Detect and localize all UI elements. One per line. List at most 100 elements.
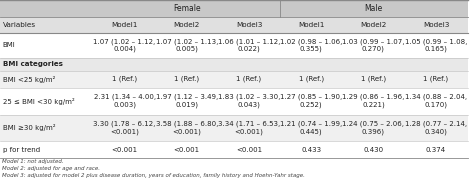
Text: Variables: Variables — [3, 22, 36, 28]
Text: BMI ≥30 kg/m²: BMI ≥30 kg/m² — [3, 124, 55, 131]
Text: 25 ≤ BMI <30 kg/m²: 25 ≤ BMI <30 kg/m² — [3, 98, 74, 105]
Bar — [342, 88, 404, 114]
Text: 1.21 (0.74 – 1.99,
0.445): 1.21 (0.74 – 1.99, 0.445) — [280, 121, 342, 135]
Text: 0.433: 0.433 — [301, 147, 321, 153]
Bar — [93, 17, 156, 33]
Text: 1.27 (0.85 – 1.90,
0.252): 1.27 (0.85 – 1.90, 0.252) — [280, 94, 342, 108]
Bar — [404, 114, 468, 141]
Text: Male: Male — [365, 4, 383, 13]
Bar — [156, 114, 218, 141]
Text: Model3: Model3 — [423, 22, 449, 28]
Text: 1.24 (0.75 – 2.06,
0.396): 1.24 (0.75 – 2.06, 0.396) — [342, 121, 404, 135]
Bar — [156, 58, 218, 71]
Text: 3.30 (1.78 – 6.12,
<0.001): 3.30 (1.78 – 6.12, <0.001) — [93, 121, 156, 135]
Bar — [342, 114, 404, 141]
Bar — [218, 114, 280, 141]
Bar — [280, 88, 342, 114]
Text: 1.28 (0.77 – 2.14,
0.340): 1.28 (0.77 – 2.14, 0.340) — [405, 121, 467, 135]
Bar — [342, 71, 404, 88]
Text: BMI <25 kg/m²: BMI <25 kg/m² — [3, 76, 55, 83]
Text: 1.07 (1.02 – 1.12,
0.004): 1.07 (1.02 – 1.12, 0.004) — [93, 38, 156, 52]
Text: Model1: Model1 — [111, 22, 138, 28]
Text: 1 (Ref.): 1 (Ref.) — [299, 76, 324, 82]
Bar — [93, 58, 156, 71]
Text: <0.001: <0.001 — [174, 147, 200, 153]
Bar — [93, 0, 280, 17]
Bar — [280, 114, 342, 141]
Bar — [280, 71, 342, 88]
Bar — [156, 17, 218, 33]
Bar — [280, 33, 342, 58]
Text: BMI: BMI — [3, 42, 16, 48]
Text: BMI categories: BMI categories — [3, 61, 63, 67]
Bar — [218, 33, 280, 58]
Bar — [0, 88, 93, 114]
Text: 3.58 (1.88 – 6.80,
<0.001): 3.58 (1.88 – 6.80, <0.001) — [155, 121, 218, 135]
Text: 3.34 (1.71 – 6.53,
<0.001): 3.34 (1.71 – 6.53, <0.001) — [218, 121, 280, 135]
Text: Model2: Model2 — [360, 22, 387, 28]
Text: 1 (Ref.): 1 (Ref.) — [174, 76, 200, 82]
Text: 1.06 (1.01 – 1.12,
0.022): 1.06 (1.01 – 1.12, 0.022) — [218, 38, 280, 52]
Text: 0.430: 0.430 — [364, 147, 383, 153]
Text: 1 (Ref.): 1 (Ref.) — [112, 76, 137, 82]
Bar — [342, 141, 404, 158]
Bar — [0, 0, 93, 17]
Text: Model 2: adjusted for age and race.: Model 2: adjusted for age and race. — [2, 166, 100, 171]
Text: 1.02 (0.98 – 1.06,
0.355): 1.02 (0.98 – 1.06, 0.355) — [280, 38, 342, 52]
Bar — [404, 141, 468, 158]
Text: Model2: Model2 — [173, 22, 200, 28]
Bar — [156, 71, 218, 88]
Bar — [0, 71, 93, 88]
Bar — [156, 141, 218, 158]
Bar — [280, 0, 468, 17]
Text: 1.34 (0.88 – 2.04,
0.170): 1.34 (0.88 – 2.04, 0.170) — [405, 94, 467, 108]
Text: Model 1: not adjusted.: Model 1: not adjusted. — [2, 159, 64, 164]
Text: 0.374: 0.374 — [426, 147, 446, 153]
Bar — [342, 17, 404, 33]
Bar — [342, 33, 404, 58]
Text: Model1: Model1 — [298, 22, 324, 28]
Text: p for trend: p for trend — [3, 147, 40, 153]
Bar — [218, 71, 280, 88]
Bar — [404, 17, 468, 33]
Bar — [342, 58, 404, 71]
Bar — [0, 17, 93, 33]
Bar — [0, 114, 93, 141]
Text: 1.29 (0.86 – 1.96,
0.221): 1.29 (0.86 – 1.96, 0.221) — [342, 94, 405, 108]
Bar — [404, 58, 468, 71]
Bar — [280, 17, 342, 33]
Bar — [218, 88, 280, 114]
Text: 1.05 (0.99 – 1.08,
0.165): 1.05 (0.99 – 1.08, 0.165) — [405, 38, 467, 52]
Text: Model 3: adjusted for model 2 plus disease duration, years of education, family : Model 3: adjusted for model 2 plus disea… — [2, 173, 305, 178]
Text: 1.07 (1.02 – 1.13,
0.005): 1.07 (1.02 – 1.13, 0.005) — [155, 38, 218, 52]
Bar — [280, 58, 342, 71]
Text: Model3: Model3 — [236, 22, 262, 28]
Bar — [0, 58, 93, 71]
Bar — [404, 71, 468, 88]
Text: <0.001: <0.001 — [236, 147, 262, 153]
Text: 1.97 (1.12 – 3.49,
0.019): 1.97 (1.12 – 3.49, 0.019) — [155, 94, 218, 108]
Bar — [93, 114, 156, 141]
Text: 1 (Ref.): 1 (Ref.) — [423, 76, 448, 82]
Text: 1.83 (1.02 – 3.30,
0.043): 1.83 (1.02 – 3.30, 0.043) — [218, 94, 280, 108]
Text: 1 (Ref.): 1 (Ref.) — [237, 76, 262, 82]
Text: <0.001: <0.001 — [111, 147, 137, 153]
Bar — [218, 58, 280, 71]
Bar — [156, 33, 218, 58]
Bar — [156, 88, 218, 114]
Bar — [0, 141, 93, 158]
Text: 1.03 (0.99 – 1.07,
0.270): 1.03 (0.99 – 1.07, 0.270) — [342, 38, 405, 52]
Bar — [218, 141, 280, 158]
Bar — [404, 33, 468, 58]
Bar — [93, 33, 156, 58]
Bar — [93, 71, 156, 88]
Bar — [0, 33, 93, 58]
Bar — [280, 141, 342, 158]
Text: Female: Female — [173, 4, 201, 13]
Bar — [93, 141, 156, 158]
Text: 2.31 (1.34 – 4.00,
0.003): 2.31 (1.34 – 4.00, 0.003) — [93, 94, 155, 108]
Bar — [218, 17, 280, 33]
Bar — [404, 88, 468, 114]
Text: 1 (Ref.): 1 (Ref.) — [361, 76, 386, 82]
Bar — [93, 88, 156, 114]
